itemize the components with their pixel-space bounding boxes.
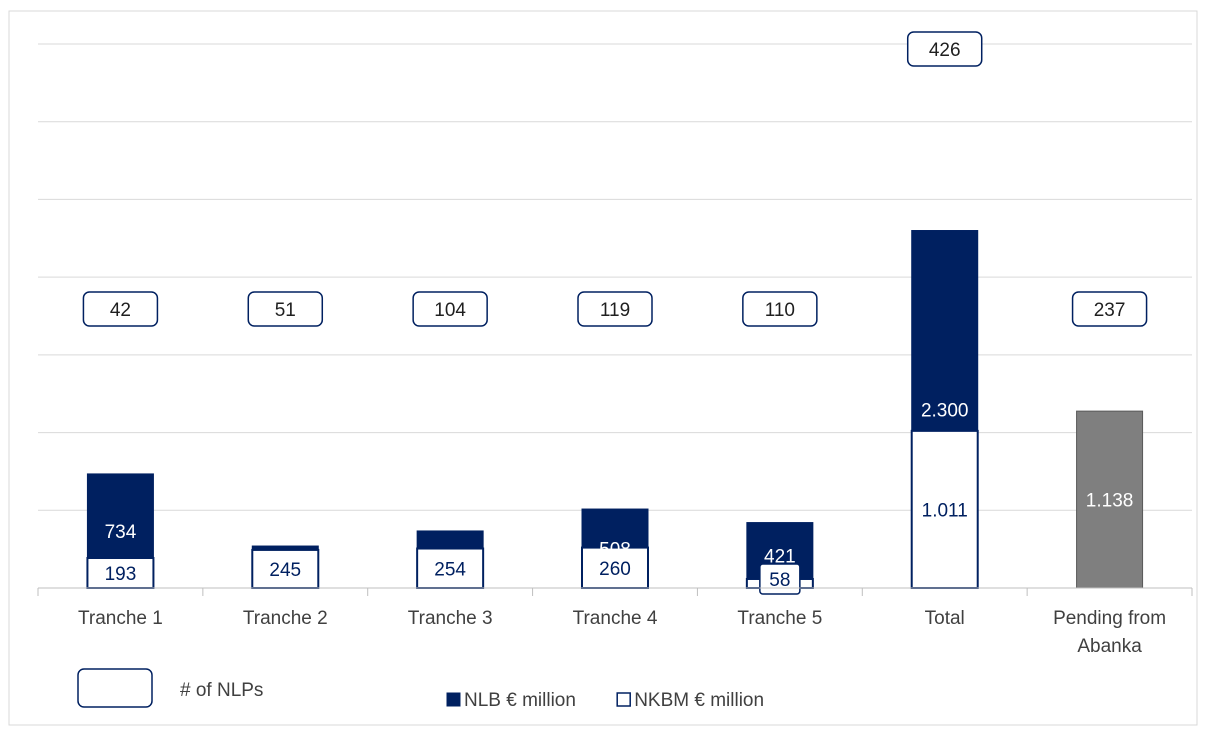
legend-label: NKBM € million <box>634 690 764 711</box>
data-label-box <box>759 563 801 595</box>
data-label: 260 <box>599 559 631 580</box>
x-tick-label: Pending from <box>1053 608 1166 629</box>
x-tick-label: Total <box>925 608 965 629</box>
nlp-count-box <box>82 291 159 327</box>
data-label: 1.011 <box>922 500 968 521</box>
nlp-count: 426 <box>929 40 961 61</box>
nlp-count-box <box>906 31 983 67</box>
nlp-count-box <box>247 291 324 327</box>
data-label: 734 <box>105 522 137 543</box>
x-tick-label: Tranche 5 <box>737 608 822 629</box>
nlp-count-box <box>1071 291 1148 327</box>
nlp-count-box <box>742 291 818 327</box>
data-label: 193 <box>105 564 137 585</box>
nlp-count: 110 <box>765 300 795 321</box>
gridlines <box>38 43 1192 511</box>
nlp-count-box <box>577 291 653 327</box>
nlp-count: 42 <box>110 300 131 321</box>
chart-frame <box>8 10 1198 726</box>
nlp-count: 104 <box>434 300 466 321</box>
nlp-count: 51 <box>275 300 296 321</box>
x-tick-label: Tranche 3 <box>408 608 493 629</box>
legend-nlp-label: # of NLPs <box>180 680 263 701</box>
legend-label: NLB € million <box>464 690 576 711</box>
data-label: 508 <box>599 540 631 561</box>
x-tick-label: Abanka <box>1077 636 1142 657</box>
bar-segment <box>910 429 979 590</box>
data-label: 245 <box>269 560 301 581</box>
data-label: 58 <box>769 570 790 591</box>
bar-segment <box>86 557 155 589</box>
x-tick-label: Tranche 4 <box>573 608 658 629</box>
data-label: 254 <box>434 559 466 580</box>
legend-swatch <box>446 692 461 707</box>
bar-segment <box>416 547 485 589</box>
nlp-count: 237 <box>1094 300 1126 321</box>
nlp-count: 119 <box>600 300 630 321</box>
legend: # of NLPs NLB € million NKBM € million <box>77 668 764 711</box>
bar-segment <box>251 548 320 589</box>
data-label: 367 <box>434 550 466 571</box>
bar-segment <box>1076 410 1144 589</box>
x-tick-label: Tranche 1 <box>78 608 163 629</box>
legend-nlp-swatch <box>77 668 153 708</box>
legend-swatch <box>616 692 631 707</box>
data-label: 270 <box>269 558 301 579</box>
x-axis: Tranche 1 Tranche 2 Tranche 3 Tranche 4 Tran… <box>37 587 1193 657</box>
data-label: 1.138 <box>1086 491 1134 512</box>
nlp-count-box <box>412 291 488 327</box>
data-label: 421 <box>764 546 796 567</box>
x-tick-label: Tranche 2 <box>243 608 328 629</box>
data-label: 2.300 <box>921 400 969 421</box>
nlp-count-boxes: 42 51 104 119 110 426 237 <box>82 31 1148 327</box>
